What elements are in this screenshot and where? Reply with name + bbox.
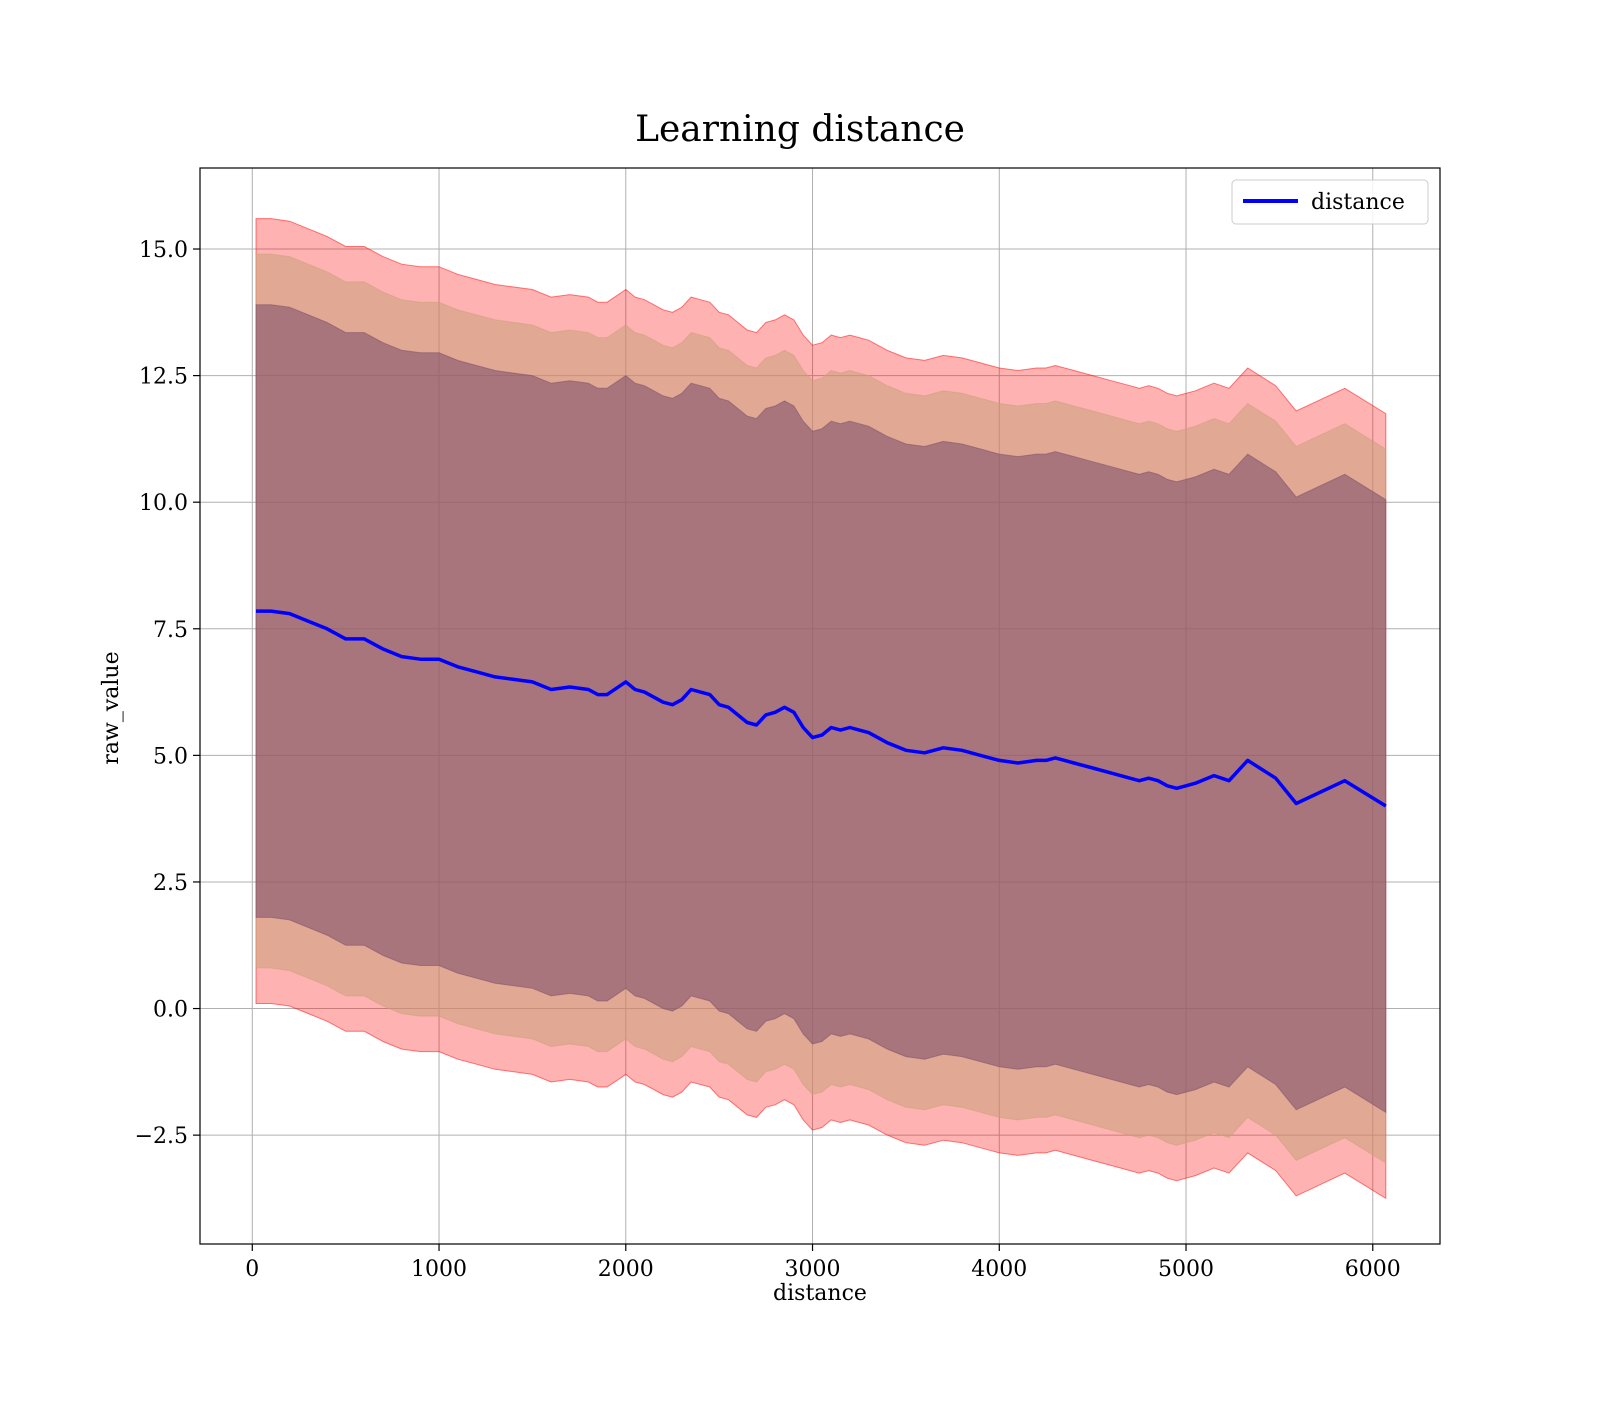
- x-tick-label: 4000: [971, 1257, 1027, 1282]
- x-tick-label: 6000: [1345, 1257, 1401, 1282]
- y-tick-label: 15.0: [139, 238, 188, 263]
- chart-title: Learning distance: [635, 109, 965, 150]
- plot-frame: [199, 167, 1441, 1245]
- y-tick-label: 5.0: [153, 744, 188, 769]
- legend-label-distance: distance: [1311, 190, 1405, 215]
- x-tick-label: 1000: [411, 1257, 467, 1282]
- x-tick-label: 2000: [598, 1257, 654, 1282]
- band-2: [255, 304, 1387, 1114]
- series-lines: [256, 609, 1387, 808]
- y-axis-label: raw_value: [99, 651, 124, 764]
- x-tick-label: 5000: [1158, 1257, 1214, 1282]
- y-axis-ticks: −2.5 0.0 2.5 5.0 7.5 10.0 12.5 15.0: [135, 238, 200, 1149]
- x-axis-label: distance: [773, 1281, 867, 1306]
- x-tick-label: 3000: [785, 1257, 841, 1282]
- series-line-distance: [256, 609, 1387, 808]
- y-tick-label: 12.5: [139, 365, 188, 390]
- y-tick-label: 2.5: [153, 871, 188, 896]
- x-axis-ticks: 0 1000 2000 3000 4000 5000 6000: [245, 1244, 1401, 1282]
- legend: distance: [1231, 179, 1429, 225]
- y-tick-label: 0.0: [153, 998, 188, 1023]
- x-tick-label: 0: [245, 1257, 259, 1282]
- y-tick-label: 7.5: [153, 618, 188, 643]
- legend-box: [1231, 179, 1429, 225]
- confidence-bands: [255, 218, 1387, 1200]
- y-tick-label: −2.5: [135, 1124, 188, 1149]
- y-tick-label: 10.0: [139, 491, 188, 516]
